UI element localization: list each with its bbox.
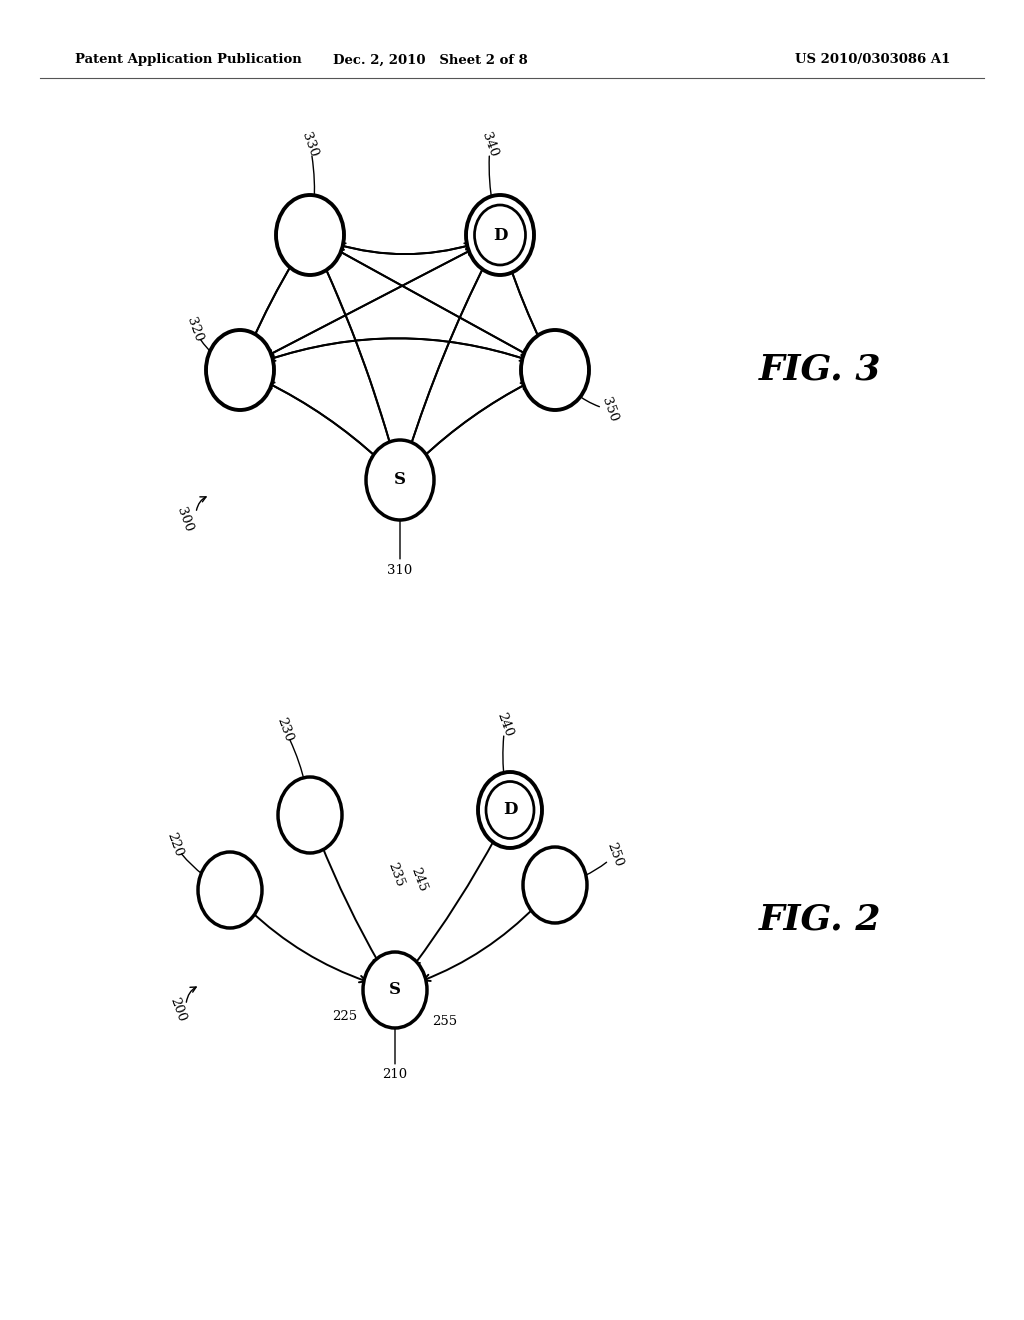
Text: Dec. 2, 2010   Sheet 2 of 8: Dec. 2, 2010 Sheet 2 of 8 [333,54,527,66]
Ellipse shape [276,195,344,275]
Text: 235: 235 [385,861,406,890]
Text: 230: 230 [274,715,296,744]
Text: 225: 225 [333,1010,357,1023]
Ellipse shape [478,772,542,847]
Text: D: D [503,801,517,818]
Text: 200: 200 [168,997,188,1024]
Ellipse shape [523,847,587,923]
Text: US 2010/0303086 A1: US 2010/0303086 A1 [795,54,950,66]
Text: S: S [394,471,406,488]
Ellipse shape [366,440,434,520]
Ellipse shape [362,952,427,1028]
Ellipse shape [206,330,274,411]
Text: 210: 210 [382,1068,408,1081]
Text: 220: 220 [165,832,185,859]
Text: 300: 300 [174,506,196,535]
Text: FIG. 2: FIG. 2 [759,903,882,937]
Text: 310: 310 [387,564,413,577]
Ellipse shape [278,777,342,853]
Text: 240: 240 [495,711,515,739]
Text: 320: 320 [184,315,206,345]
Ellipse shape [466,195,534,275]
Text: 255: 255 [432,1015,458,1028]
Ellipse shape [521,330,589,411]
Text: D: D [493,227,507,243]
Ellipse shape [198,851,262,928]
Text: 330: 330 [300,131,321,160]
Text: Patent Application Publication: Patent Application Publication [75,54,302,66]
Text: 350: 350 [600,396,621,424]
Text: 340: 340 [479,131,501,160]
Text: S: S [389,982,401,998]
Text: FIG. 3: FIG. 3 [759,352,882,387]
Text: 250: 250 [604,841,626,869]
Text: 245: 245 [408,866,429,894]
